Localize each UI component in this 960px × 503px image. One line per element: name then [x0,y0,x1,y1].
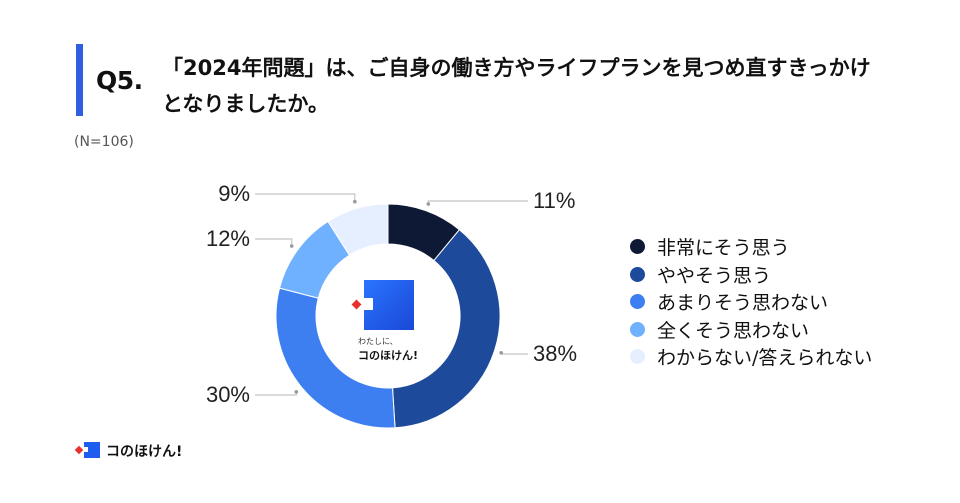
legend-label-3: あまりそう思わない [657,292,829,315]
legend-item-3: あまりそう思わない [630,288,872,316]
legend-item-5: わからない/答えられない [630,343,872,371]
footer-logo-notch [84,447,88,452]
question-number: Q5. [96,66,143,95]
chart-legend: 非常にそう思う ややそう思うあまりそう思わない 全くそう思わないわからない/答えられ… [630,233,872,371]
footer-brand-name: コのほけん! [106,444,183,460]
center-logo: わたしに、 コのほけん! [351,280,424,370]
legend-label-5: わからない/答えられない [657,347,873,370]
leader-dot-5 [353,199,357,204]
leader-dot-2 [499,350,503,355]
leader-line-5 [255,193,356,202]
legend-swatch-2 [630,266,645,282]
question-text: 「2024年問題」は、ご自身の働き方やライフプランを見つめ直すきっかけ となりま… [162,50,932,122]
percent-label-4: 12% [206,226,250,251]
question-text-line-2: となりましたか。 [162,92,329,116]
legend-swatch-4 [630,321,645,337]
leader-dot-1 [426,202,431,206]
leader-dot-4 [289,244,294,248]
leader-line-2 [500,352,528,355]
question-text-line-1: 「2024年問題」は、ご自身の働き方やライフプランを見つめ直すきっかけ [162,56,871,80]
logo-brand-name: コのほけん! [358,349,419,362]
leader-line-1 [427,200,528,205]
title-accent-bar [76,44,83,116]
legend-swatch-5 [630,349,645,365]
percent-label-1: 11% [533,188,575,213]
percent-label-5: 9% [218,181,250,206]
legend-swatch-1 [630,239,645,255]
logo-tagline: わたしに、 [358,337,398,346]
footer-square-icon [84,442,100,458]
legend-swatch-3 [630,294,645,310]
leader-line-4 [255,238,293,247]
legend-item-1: 非常にそう思う [630,233,872,261]
legend-item-4: 全くそう思わない [630,316,872,344]
logo-diamond-icon [351,299,362,310]
legend-label-2: ややそう思う [657,264,772,287]
leader-dot-3 [294,390,299,394]
logo-notch [364,298,373,310]
legend-item-2: ややそう思う [630,261,872,289]
percent-label-2: 38% [533,341,577,366]
percent-label-3: 30% [206,382,250,407]
legend-label-1: 非常にそう思う [657,237,790,260]
legend-label-4: 全くそう思わない [657,319,810,342]
leader-line-3 [255,391,297,396]
sample-size: (N=106) [74,134,134,150]
